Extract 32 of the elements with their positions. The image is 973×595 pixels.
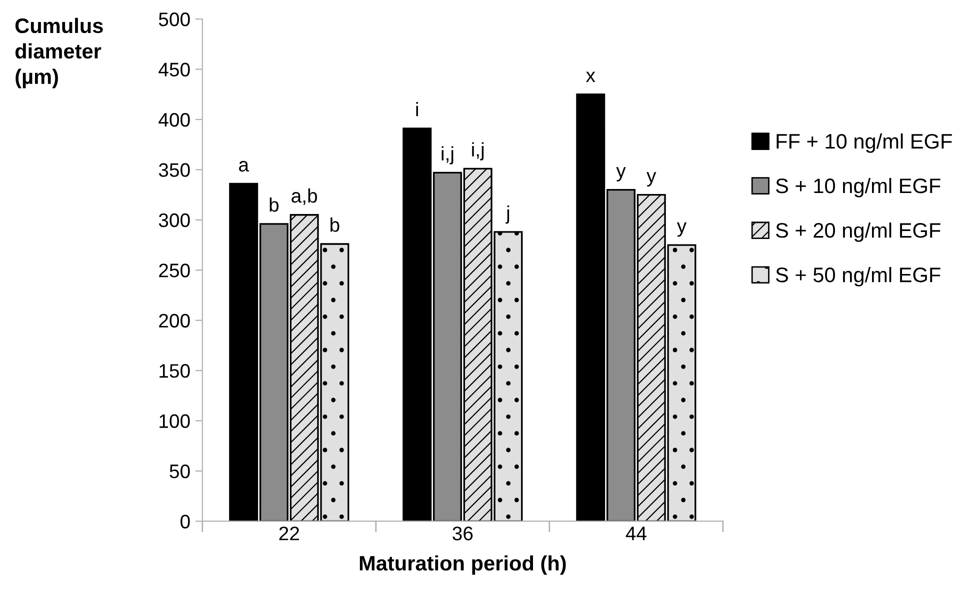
annotation: y	[646, 172, 656, 186]
annotation: a	[239, 160, 249, 172]
annotation: x	[586, 72, 596, 82]
legend-label: FF + 10 ng/ml EGF	[776, 133, 952, 153]
y-tick-label: 500	[158, 12, 190, 26]
annotation: b	[270, 197, 279, 212]
x-tick-label: 22	[279, 526, 299, 540]
legend-label: S + 20 ng/ml EGF	[776, 222, 940, 242]
annotation: j	[506, 206, 510, 224]
y-tick-label: 0	[180, 514, 190, 528]
y-tick-label: 400	[158, 112, 190, 127]
y-axis-title: Cumulus diameter (µm)	[15, 18, 103, 88]
y-tick-label: 50	[170, 464, 190, 478]
annotation: y	[676, 222, 687, 237]
annotation: i	[416, 102, 418, 116]
annotation: y	[616, 167, 626, 182]
x-axis-title: Maturation period (h)	[360, 555, 566, 575]
y-tick-label: 300	[158, 213, 190, 228]
y-tick-label: 200	[159, 314, 190, 328]
x-tick-label: 44	[626, 526, 646, 540]
y-tick-label: 250	[159, 264, 190, 278]
annotation: b	[330, 218, 340, 232]
annotation: a,b	[292, 188, 318, 206]
y-tick-label: 350	[158, 163, 190, 177]
legend-label: S + 10 ng/ml EGF	[776, 178, 940, 198]
x-tick-label: 36	[452, 526, 473, 540]
annotation: i,j	[442, 146, 454, 164]
y-tick-label: 150	[160, 364, 190, 378]
y-tick-label: 450	[158, 62, 190, 76]
annotation: i,j	[472, 142, 484, 160]
y-tick-label: 100	[160, 414, 190, 428]
legend-label: S + 50 ng/ml EGF	[776, 267, 940, 286]
